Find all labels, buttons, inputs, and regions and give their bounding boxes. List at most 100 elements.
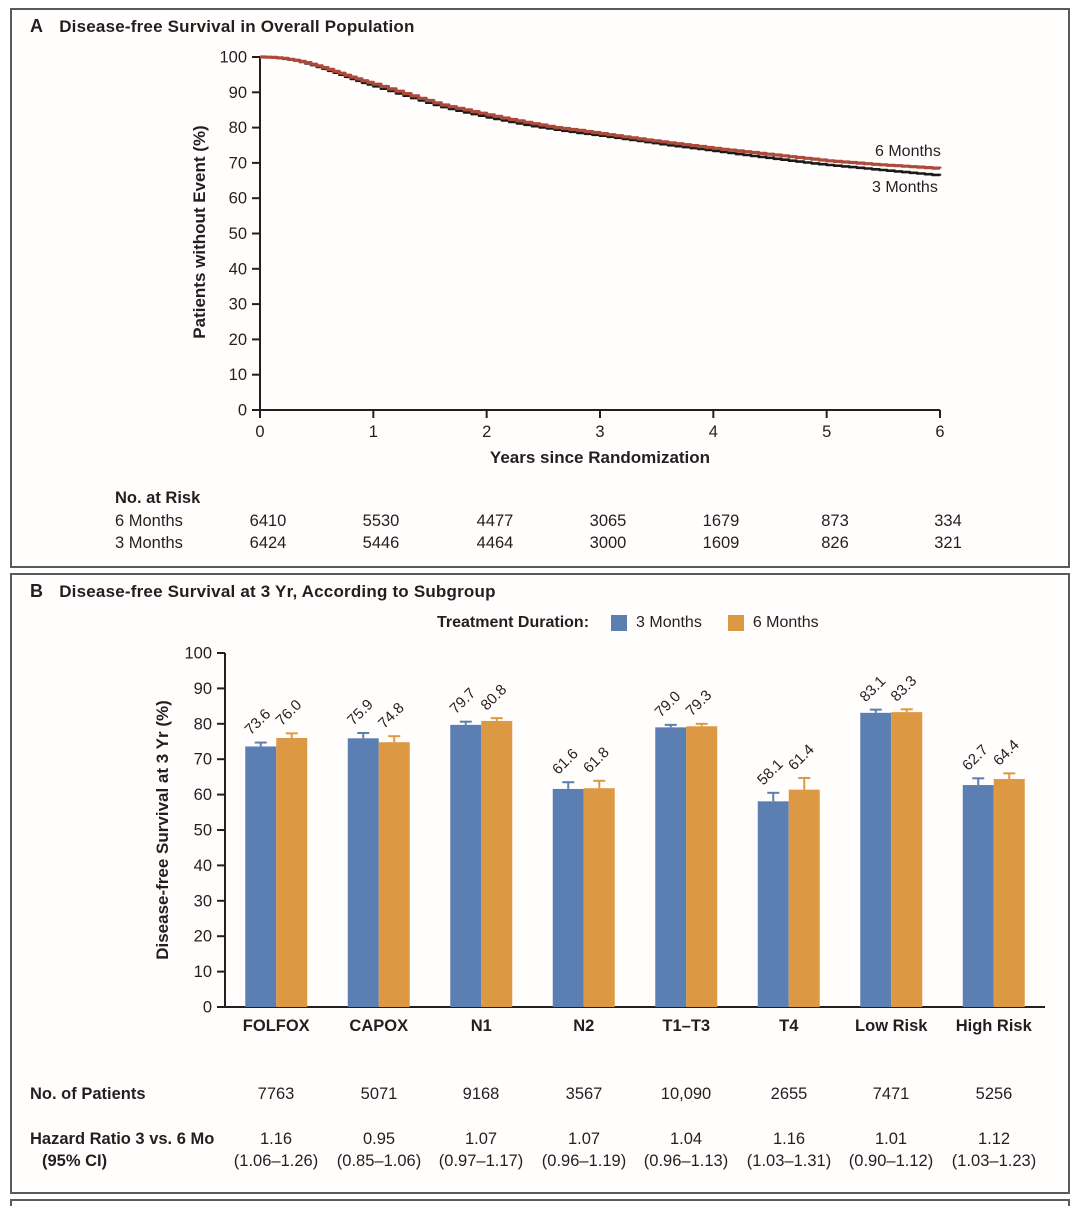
legend-swatch-icon — [611, 615, 628, 631]
bar-3-months-capox — [347, 738, 379, 1007]
category-label: T1–T3 — [662, 1017, 710, 1035]
category-label: CAPOX — [349, 1017, 408, 1035]
patients-value: 2655 — [770, 1085, 808, 1103]
a-x-tick-label: 0 — [255, 423, 264, 441]
a-x-tick-label: 1 — [369, 423, 378, 441]
patients-value: 5256 — [975, 1085, 1013, 1103]
b-y-tick-label: 80 — [194, 715, 212, 733]
bar-3-months-n1 — [450, 724, 482, 1007]
bar-chart: 010203040506070809010073.676.0FOLFOX75.9… — [184, 645, 1045, 1035]
a-y-tick-label: 20 — [229, 331, 247, 349]
next-panel-edge — [10, 1199, 1070, 1206]
bar-6-months-n2 — [583, 788, 615, 1007]
b-y-tick-label: 30 — [194, 892, 212, 910]
legend-item-label: 6 Months — [752, 614, 819, 631]
a-x-tick-label: 6 — [935, 423, 944, 441]
bar-6-months-capox — [378, 742, 410, 1007]
hazard-ratio-ci-label: (95% CI) — [42, 1152, 108, 1170]
subgroup-table: No. of Patients 7763 5071 9168 3567 10,090 265… — [12, 575, 1068, 1192]
at-risk-row-label: 6 Months — [115, 512, 183, 530]
panel-b-letter: B — [30, 581, 44, 601]
at-risk-row-label: 3 Months — [115, 534, 183, 552]
hazard-ratio-row-label: Hazard Ratio 3 vs. 6 Mo — [30, 1130, 215, 1148]
at-risk-value: 5530 — [362, 512, 400, 530]
hazard-ratio-value: 1.07 — [464, 1130, 498, 1148]
km-chart: 0 10 20 30 40 50 60 70 80 90 100 0 1 2 3 4 5 6 — [219, 49, 944, 442]
hazard-ratio-value: 1.16 — [772, 1130, 806, 1148]
panel-a: A Disease-free Survival in Overall Popula… — [10, 8, 1070, 568]
category-label: FOLFOX — [243, 1017, 310, 1035]
legend-swatch-icon — [727, 615, 744, 631]
b-y-tick-label: 40 — [194, 857, 212, 875]
a-y-tick-label: 10 — [229, 366, 247, 384]
hazard-ratio-value: 1.12 — [977, 1130, 1011, 1148]
curve-label-3-months: 3 Months — [872, 179, 938, 196]
category-label: N2 — [573, 1017, 594, 1035]
b-y-tick-label: 100 — [184, 645, 212, 663]
bar-3-months-t4 — [757, 801, 789, 1007]
hazard-ratio-value: 1.01 — [874, 1130, 908, 1148]
category-label: Low Risk — [855, 1017, 928, 1035]
legend-item-label: 3 Months — [636, 614, 702, 631]
bar-6-months-t4 — [788, 789, 820, 1007]
bar-6-months-high-risk — [993, 779, 1025, 1007]
hazard-ratio-value: 1.04 — [669, 1130, 703, 1148]
hazard-ratio-ci-value: (0.90–1.12) — [848, 1152, 934, 1170]
b-y-tick-label: 20 — [194, 928, 212, 946]
b-y-tick-label: 50 — [194, 822, 212, 840]
panel-b: B Disease-free Survival at 3 Yr, Accordin… — [10, 573, 1070, 1194]
bar-3-months-low-risk — [860, 712, 892, 1007]
bar-3-months-high-risk — [962, 785, 994, 1007]
hazard-ratio-ci-value: (0.97–1.17) — [438, 1152, 524, 1170]
at-risk-value: 3000 — [589, 534, 627, 552]
at-risk-value: 873 — [821, 512, 849, 530]
bar-3-months-folfox — [245, 746, 277, 1007]
at-risk-value: 6410 — [249, 512, 287, 530]
legend-items: 3 Months 6 Months — [611, 614, 845, 632]
patients-value: 5071 — [360, 1085, 398, 1103]
bar-3-months-n2 — [552, 788, 584, 1007]
hazard-ratio-ci-value: (0.85–1.06) — [336, 1152, 422, 1170]
patients-value: 7763 — [257, 1085, 295, 1103]
a-x-tick-label: 2 — [482, 423, 491, 441]
at-risk-value: 321 — [934, 534, 962, 552]
hazard-ratio-ci-value: (1.03–1.31) — [746, 1152, 832, 1170]
legend: Treatment Duration: 3 Months 6 Months — [437, 614, 845, 632]
panel-a-title-text: Disease-free Survival in Overall Populat… — [59, 17, 415, 36]
at-risk-value: 4477 — [476, 512, 514, 530]
a-y-tick-label: 40 — [229, 260, 247, 278]
b-y-tick-label: 0 — [203, 999, 212, 1017]
legend-item-3-months: 3 Months — [611, 614, 702, 632]
patients-row-label: No. of Patients — [30, 1085, 146, 1103]
a-y-tick-label: 100 — [219, 49, 247, 67]
bar-6-months-folfox — [276, 737, 308, 1007]
at-risk-value: 4464 — [476, 534, 514, 552]
bar-6-months-n1 — [481, 720, 513, 1007]
at-risk-value: 3065 — [589, 512, 627, 530]
at-risk-table: 6 Months 6410 5530 4477 3065 1679 873 334 3 Mont… — [12, 10, 1068, 566]
km-curve-6-months — [260, 55, 942, 170]
at-risk-value: 334 — [934, 512, 962, 530]
a-y-tick-label: 70 — [229, 154, 247, 172]
patients-value: 7471 — [872, 1085, 910, 1103]
a-y-tick-label: 90 — [229, 84, 247, 102]
a-y-tick-label: 0 — [238, 402, 247, 420]
a-y-tick-label: 60 — [229, 190, 247, 208]
a-y-tick-label: 50 — [229, 225, 247, 243]
b-y-tick-label: 10 — [194, 963, 212, 981]
panel-a-x-axis-label: Years since Randomization — [489, 448, 711, 467]
bar-6-months-low-risk — [891, 712, 923, 1007]
a-x-tick-label: 3 — [595, 423, 604, 441]
hazard-ratio-ci-value: (1.06–1.26) — [233, 1152, 319, 1170]
patients-value: 10,090 — [660, 1085, 712, 1103]
hazard-ratio-ci-value: (0.96–1.13) — [643, 1152, 729, 1170]
b-y-tick-label: 90 — [194, 680, 212, 698]
curve-label-6-months: 6 Months — [875, 143, 941, 160]
b-y-tick-label: 60 — [194, 786, 212, 804]
category-label: High Risk — [956, 1017, 1033, 1035]
patients-value: 9168 — [462, 1085, 500, 1103]
at-risk-header: No. at Risk — [115, 489, 201, 507]
panel-a-letter: A — [30, 16, 44, 36]
hazard-ratio-value: 1.07 — [567, 1130, 601, 1148]
